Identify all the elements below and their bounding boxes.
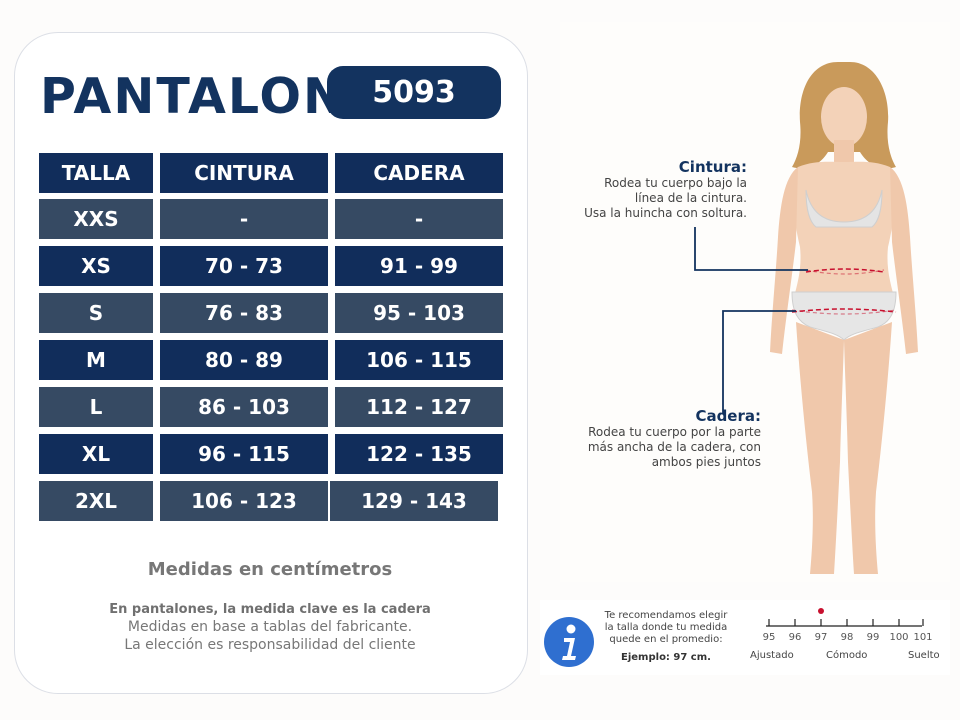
scale-tick-101: 101 [913, 632, 933, 643]
row-2xl-talla: 2XL [39, 481, 153, 521]
waist-heading: Cintura: [678, 158, 747, 176]
row-xl-cadera: 122 - 135 [335, 434, 503, 474]
column-header-cadera: CADERA [335, 153, 503, 193]
row-s-cintura: 76 - 83 [160, 293, 328, 333]
row-xxs-talla: XXS [39, 199, 153, 239]
recommendation-line-3: quede en el promedio: [609, 634, 723, 645]
waist-line-3: Usa la huincha con soltura. [584, 206, 747, 220]
scale-marker [818, 608, 824, 614]
recommendation-line-2: la talla donde tu medida [604, 622, 728, 633]
scale-tick-95: 95 [762, 632, 776, 643]
fit-label-suelto: Suelto [908, 650, 940, 661]
row-m-cadera: 106 - 115 [335, 340, 503, 380]
row-xs-talla: XS [39, 246, 153, 286]
hip-heading: Cadera: [695, 407, 761, 425]
recommendation-panel [540, 600, 950, 675]
row-xxs-cadera: - [335, 199, 503, 239]
recommendation-line-1: Te recomendamos elegir [604, 610, 728, 621]
scale-tick-100: 100 [889, 632, 909, 643]
page-title: PANTALON [40, 68, 347, 125]
row-xs-cadera: 91 - 99 [335, 246, 503, 286]
disclaimer-note: La elección es responsabilidad del clien… [124, 637, 416, 653]
fit-label-comodo: Cómodo [826, 650, 868, 661]
hip-instructions: Cadera: Rodea tu cuerpo por la parte más… [540, 407, 761, 470]
fit-scale [766, 608, 924, 627]
row-xs-cintura: 70 - 73 [160, 246, 328, 286]
info-icon [544, 617, 594, 667]
waist-instructions: Cintura: Rodea tu cuerpo bajo la línea d… [540, 158, 747, 221]
body-figure-illustration [694, 62, 918, 574]
scale-tick-99: 99 [866, 632, 880, 643]
scale-tick-97: 97 [814, 632, 828, 643]
row-m-talla: M [39, 340, 153, 380]
waist-line-2: línea de la cintura. [634, 191, 747, 205]
hip-line-1: Rodea tu cuerpo por la parte [588, 425, 761, 439]
recommendation-text: Te recomendamos elegir la talla donde tu… [596, 610, 736, 664]
column-header-talla: TALLA [39, 153, 153, 193]
scale-tick-98: 98 [840, 632, 854, 643]
row-m-cintura: 80 - 89 [160, 340, 328, 380]
model-badge: 5093 [327, 66, 501, 119]
scale-tick-96: 96 [788, 632, 802, 643]
notes-block: Medidas en centímetros En pantalones, la… [80, 545, 460, 653]
key-measure-note: En pantalones, la medida clave es la cad… [109, 602, 431, 617]
row-s-talla: S [39, 293, 153, 333]
row-xxs-cintura: - [160, 199, 328, 239]
row-xl-talla: XL [39, 434, 153, 474]
row-l-talla: L [39, 387, 153, 427]
row-2xl-cadera: 129 - 143 [330, 481, 498, 521]
row-l-cadera: 112 - 127 [335, 387, 503, 427]
fit-label-ajustado: Ajustado [750, 650, 794, 661]
row-l-cintura: 86 - 103 [160, 387, 328, 427]
row-s-cadera: 95 - 103 [335, 293, 503, 333]
source-note: Medidas en base a tablas del fabricante. [127, 619, 413, 635]
units-note: Medidas en centímetros [147, 559, 393, 580]
hip-line-2: más ancha de la cadera, con [587, 440, 761, 454]
row-xl-cintura: 96 - 115 [160, 434, 328, 474]
recommendation-example: Ejemplo: 97 cm. [621, 652, 711, 663]
hip-line-3: ambos pies juntos [651, 455, 761, 469]
waist-line-1: Rodea tu cuerpo bajo la [604, 176, 747, 190]
row-2xl-cintura: 106 - 123 [160, 481, 328, 521]
column-header-cintura: CINTURA [160, 153, 328, 193]
